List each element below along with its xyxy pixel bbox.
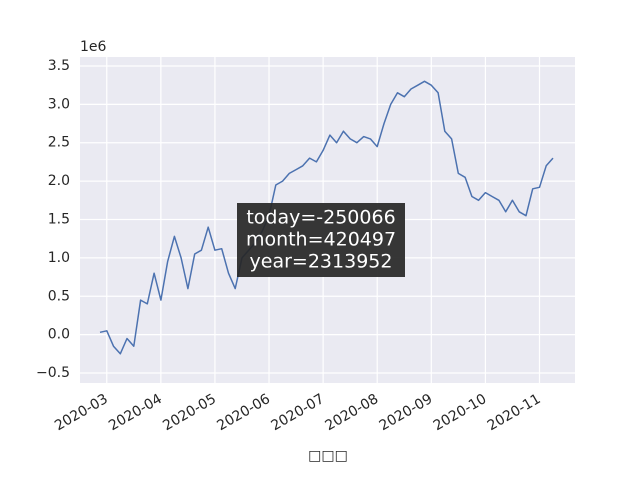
x-tick-label: 2020-08 <box>323 391 382 434</box>
y-tick-label: 3.0 <box>48 96 70 112</box>
y-tick-label: 1.0 <box>48 250 70 266</box>
x-tick-label: 2020-11 <box>485 391 544 434</box>
tooltip-line: year=2313952 <box>250 251 393 273</box>
offset-label: 1e6 <box>80 39 107 55</box>
y-tick-label: 2.5 <box>48 135 70 151</box>
tooltip-line: month=420497 <box>246 229 396 251</box>
x-tick-label: 2020-03 <box>52 391 111 434</box>
y-tick-label: 0.5 <box>48 288 70 304</box>
y-tick-label: 1.5 <box>48 212 70 228</box>
x-tick-label: 2020-10 <box>431 391 490 434</box>
tooltip-box <box>237 203 405 277</box>
tooltip-line: today=-250066 <box>246 207 395 229</box>
x-axis-label: □□□ <box>308 448 348 464</box>
x-tick-label: 2020-05 <box>160 391 219 434</box>
x-tick-label: 2020-04 <box>106 391 165 434</box>
x-tick-label: 2020-06 <box>214 391 273 434</box>
x-tick-label: 2020-09 <box>377 391 436 434</box>
x-tick-label: 2020-07 <box>268 391 327 434</box>
line-series <box>99 80 554 355</box>
y-tick-label: 0.0 <box>48 327 70 343</box>
tooltip: today=-250066 month=420497 year=2313952 <box>237 203 405 277</box>
y-tick-label: 3.5 <box>48 58 70 74</box>
y-tick-label: 2.0 <box>48 173 70 189</box>
y-tick-label: −0.5 <box>36 365 70 381</box>
